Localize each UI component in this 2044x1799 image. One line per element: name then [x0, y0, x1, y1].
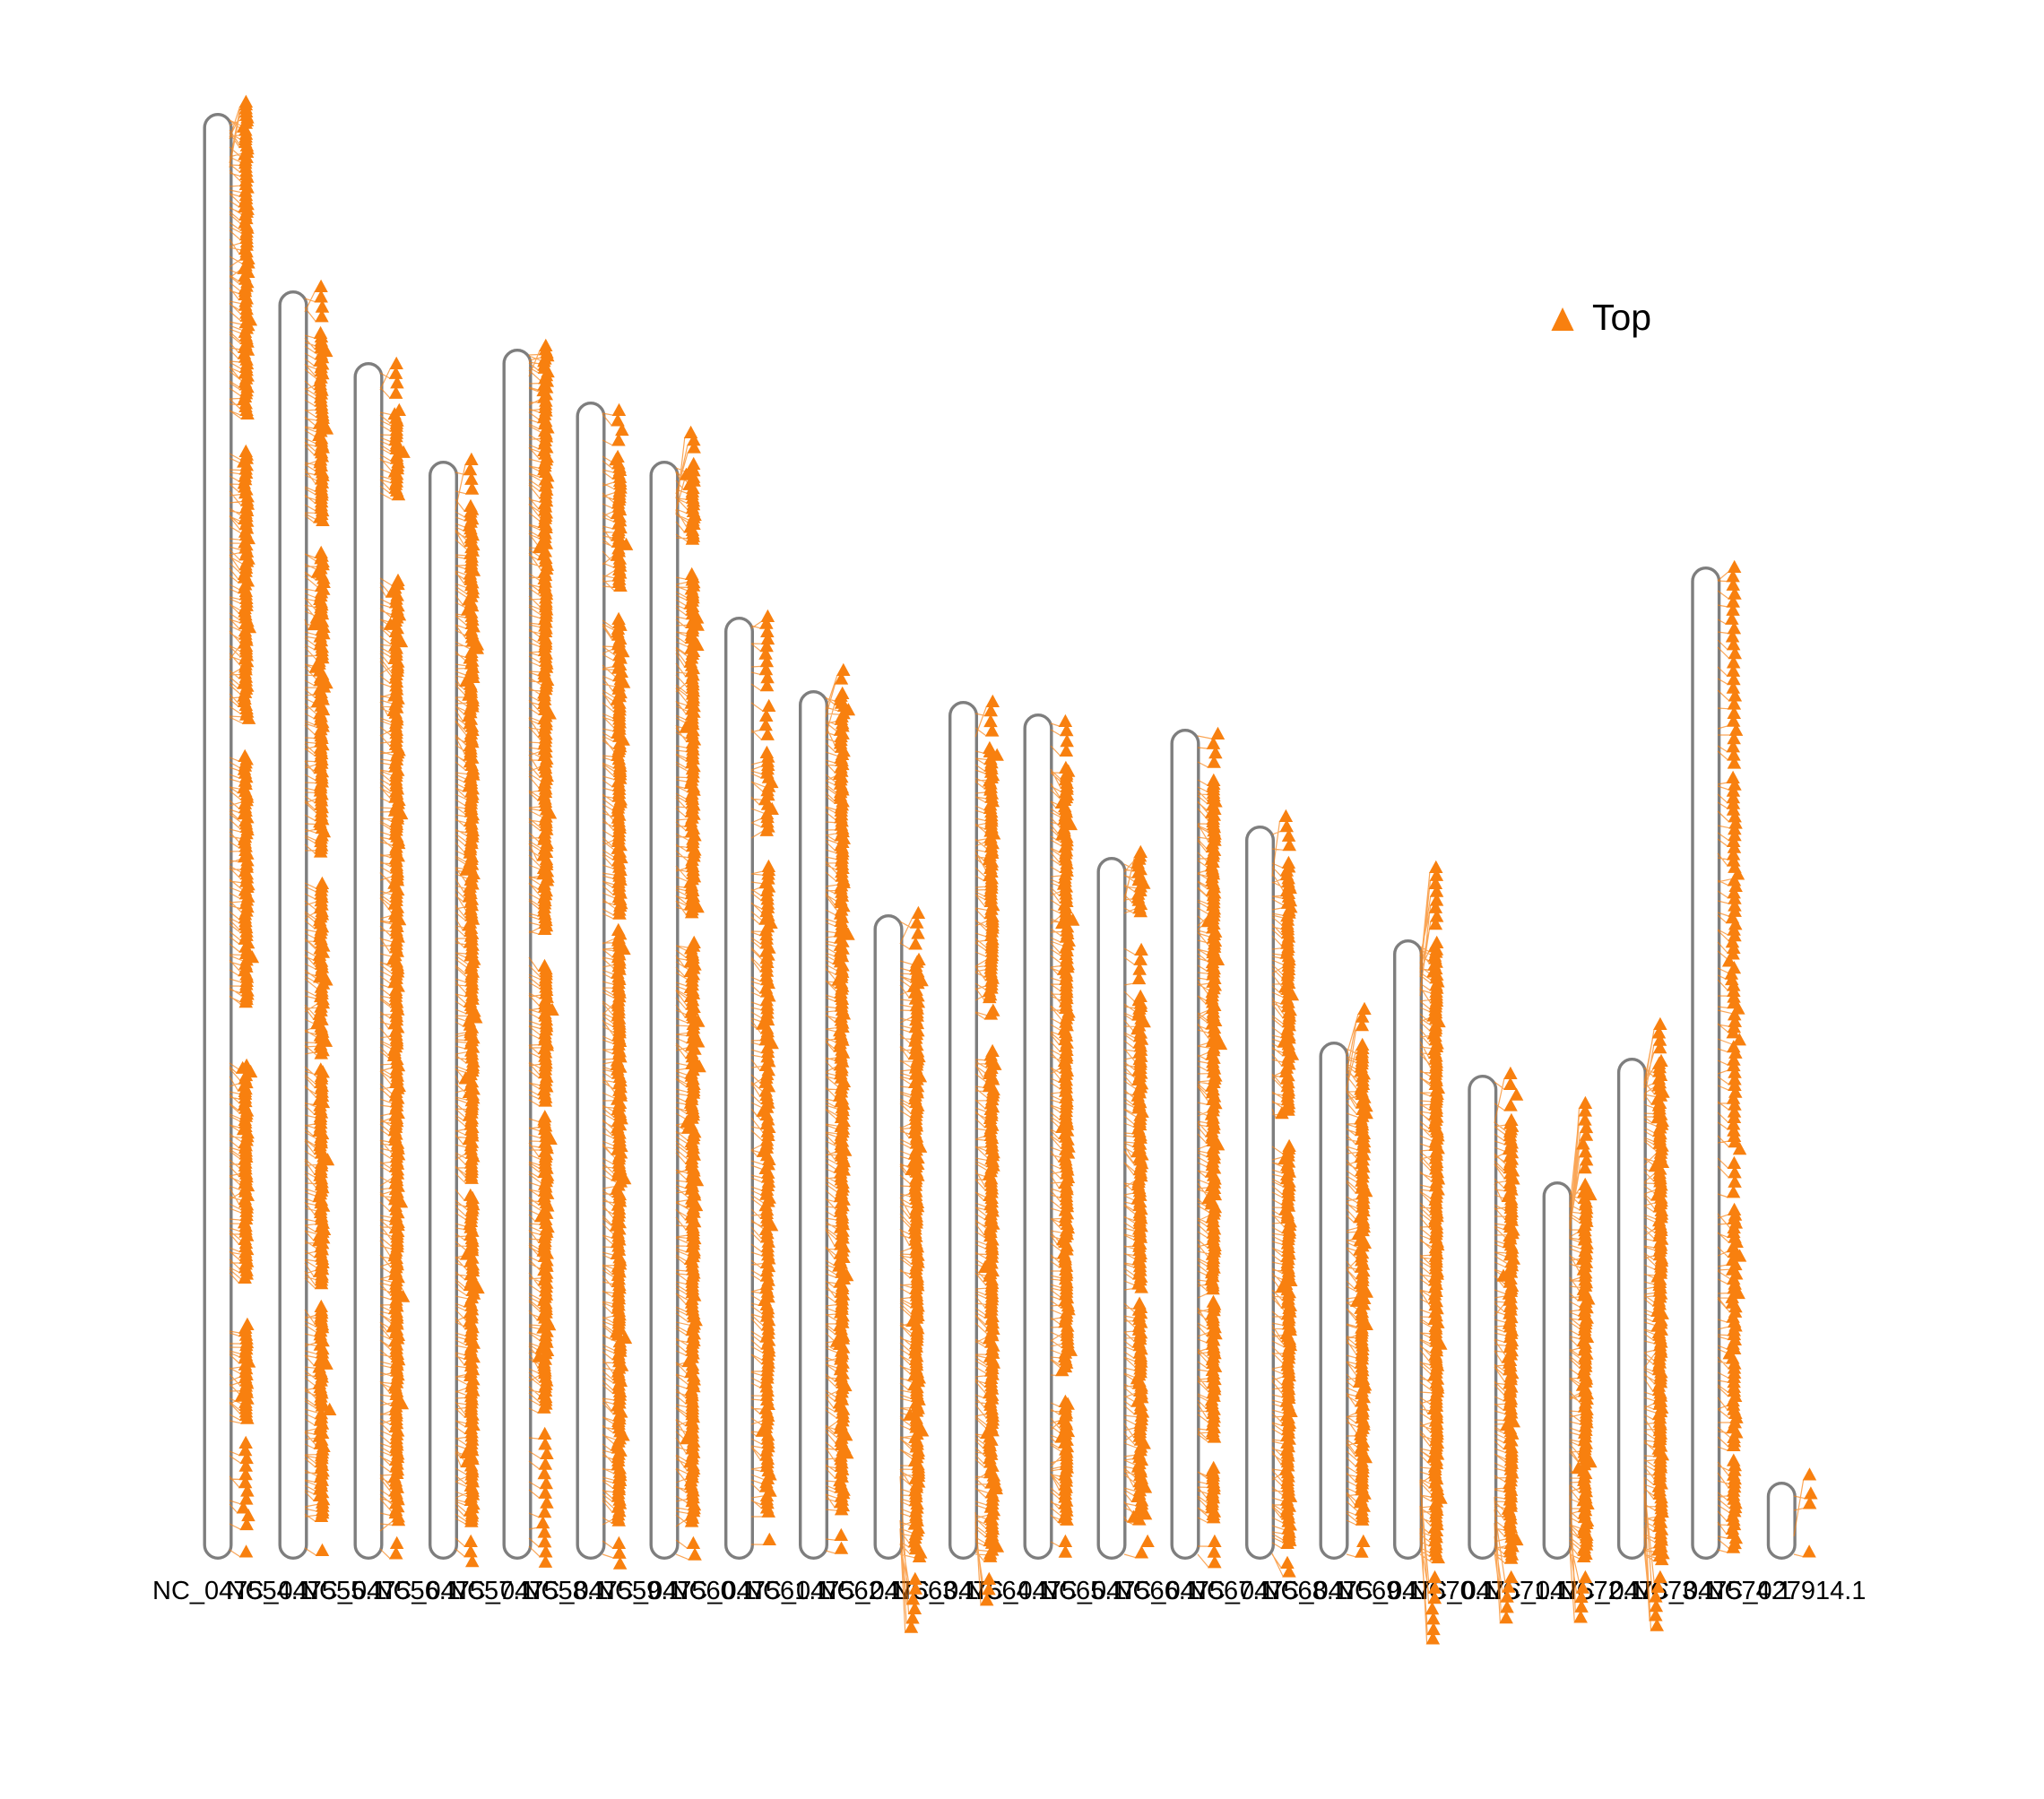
- svg-text:NC_047570.1: NC_047570.1: [1336, 1577, 1496, 1605]
- svg-text:NC_047567.1: NC_047567.1: [1114, 1577, 1275, 1605]
- svg-text:NC_047557.1: NC_047557.1: [375, 1577, 535, 1605]
- svg-text:NC_047568.1: NC_047568.1: [1188, 1577, 1348, 1605]
- svg-text:NC_047566.1: NC_047566.1: [1040, 1577, 1200, 1605]
- svg-text:NC_047558.1: NC_047558.1: [448, 1577, 609, 1605]
- svg-text:NC_047554.1: NC_047554.1: [152, 1577, 313, 1605]
- svg-text:NC_047559.1: NC_047559.1: [523, 1577, 683, 1605]
- svg-text:NC_047555.1: NC_047555.1: [227, 1577, 387, 1605]
- svg-text:NC_047569.1: NC_047569.1: [1262, 1577, 1423, 1605]
- svg-text:NC_047556.1: NC_047556.1: [300, 1577, 461, 1605]
- svg-text:NC_047560.1: NC_047560.1: [596, 1577, 757, 1605]
- svg-text:NC_047562.1: NC_047562.1: [744, 1577, 905, 1605]
- svg-text:NC_027914.1: NC_027914.1: [1706, 1577, 1866, 1605]
- svg-text:NC_047561.1: NC_047561.1: [671, 1577, 831, 1605]
- svg-text:NC_047563.1: NC_047563.1: [818, 1577, 979, 1605]
- svg-text:Top: Top: [1592, 297, 1651, 338]
